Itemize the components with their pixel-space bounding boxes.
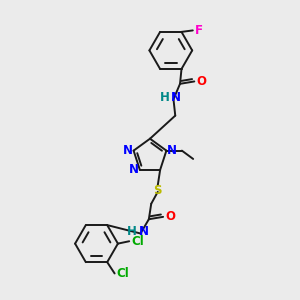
Text: H: H — [160, 91, 170, 104]
Text: F: F — [195, 24, 203, 37]
Text: N: N — [123, 144, 133, 157]
Text: N: N — [139, 225, 148, 238]
Text: Cl: Cl — [117, 267, 130, 280]
Text: Cl: Cl — [131, 235, 144, 248]
Text: N: N — [129, 164, 139, 176]
Text: N: N — [167, 144, 177, 157]
Text: O: O — [196, 75, 206, 88]
Text: S: S — [154, 184, 162, 196]
Text: O: O — [165, 210, 175, 224]
Text: N: N — [171, 91, 181, 104]
Text: H: H — [127, 225, 137, 238]
